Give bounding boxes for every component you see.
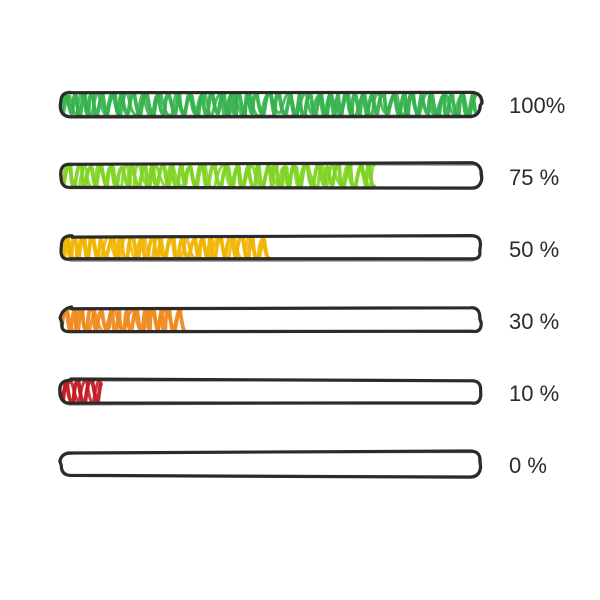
progress-bars-diagram: 100% 75 % 50 % 30 % 10 % 0 % [0, 0, 600, 600]
progress-row: 100% [55, 88, 595, 124]
progress-bar [55, 86, 487, 127]
progress-bar [55, 302, 487, 343]
progress-row: 50 % [55, 232, 595, 268]
progress-bar [55, 446, 487, 487]
progress-label: 10 % [509, 381, 559, 407]
progress-row: 75 % [55, 160, 595, 196]
progress-row: 0 % [55, 448, 595, 484]
progress-bar [55, 230, 487, 271]
progress-label: 100% [509, 93, 565, 119]
progress-label: 30 % [509, 309, 559, 335]
progress-bar [55, 158, 487, 199]
progress-label: 75 % [509, 165, 559, 191]
progress-label: 0 % [509, 453, 547, 479]
progress-label: 50 % [509, 237, 559, 263]
progress-row: 30 % [55, 304, 595, 340]
progress-row: 10 % [55, 376, 595, 412]
progress-bar [55, 374, 487, 415]
